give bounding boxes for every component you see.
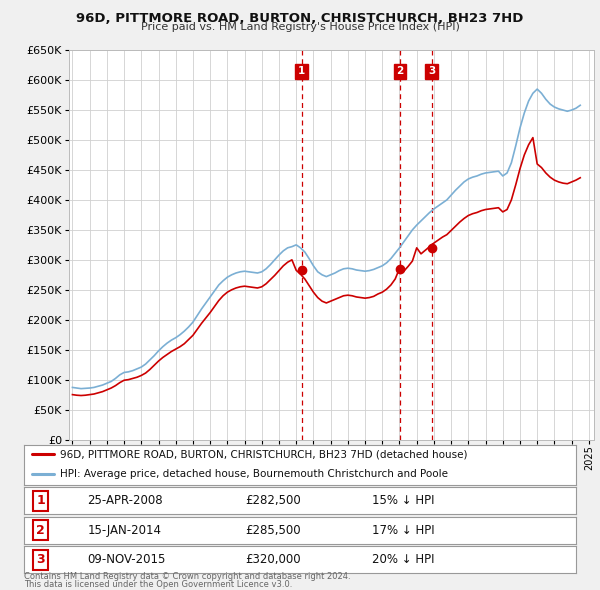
Text: £320,000: £320,000 — [245, 553, 301, 566]
Text: HPI: Average price, detached house, Bournemouth Christchurch and Poole: HPI: Average price, detached house, Bour… — [60, 468, 448, 478]
Text: £285,500: £285,500 — [245, 524, 301, 537]
Text: 09-NOV-2015: 09-NOV-2015 — [88, 553, 166, 566]
Text: 2: 2 — [36, 524, 45, 537]
Text: 3: 3 — [36, 553, 45, 566]
Text: 3: 3 — [428, 66, 435, 76]
Text: 96D, PITTMORE ROAD, BURTON, CHRISTCHURCH, BH23 7HD (detached house): 96D, PITTMORE ROAD, BURTON, CHRISTCHURCH… — [60, 450, 467, 460]
Text: 15-JAN-2014: 15-JAN-2014 — [88, 524, 161, 537]
Text: This data is licensed under the Open Government Licence v3.0.: This data is licensed under the Open Gov… — [24, 580, 292, 589]
Text: 15% ↓ HPI: 15% ↓ HPI — [372, 494, 434, 507]
Text: 20% ↓ HPI: 20% ↓ HPI — [372, 553, 434, 566]
Text: 25-APR-2008: 25-APR-2008 — [88, 494, 163, 507]
Text: Price paid vs. HM Land Registry's House Price Index (HPI): Price paid vs. HM Land Registry's House … — [140, 22, 460, 32]
Text: Contains HM Land Registry data © Crown copyright and database right 2024.: Contains HM Land Registry data © Crown c… — [24, 572, 350, 581]
Text: 17% ↓ HPI: 17% ↓ HPI — [372, 524, 434, 537]
Text: 1: 1 — [36, 494, 45, 507]
Text: £282,500: £282,500 — [245, 494, 301, 507]
Text: 96D, PITTMORE ROAD, BURTON, CHRISTCHURCH, BH23 7HD: 96D, PITTMORE ROAD, BURTON, CHRISTCHURCH… — [76, 12, 524, 25]
Text: 1: 1 — [298, 66, 305, 76]
Text: 2: 2 — [397, 66, 404, 76]
